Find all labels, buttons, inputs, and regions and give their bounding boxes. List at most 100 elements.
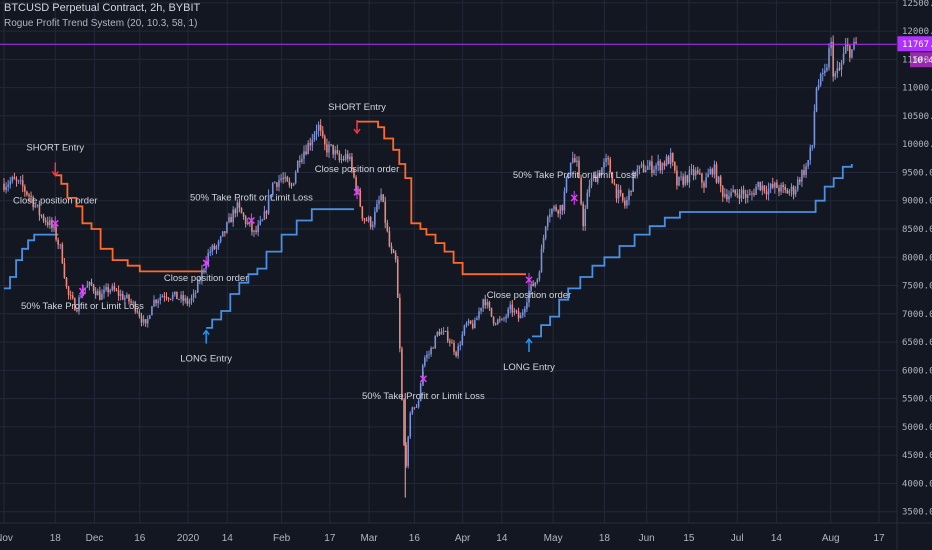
candle-body (626, 200, 628, 206)
y-tick-label: 10500.0 (902, 112, 932, 122)
annotation-take-profit-2: 50% Take Profit or Limit Loss (190, 193, 313, 204)
candle-body (749, 194, 751, 196)
annotation-close-position-2: Close position order (164, 273, 249, 284)
candle-body (240, 207, 243, 214)
candle-body (317, 124, 320, 131)
candle-body (705, 177, 707, 188)
candle-body (542, 237, 545, 249)
candle-body (538, 272, 541, 280)
x-tick-label: Aug (822, 533, 840, 544)
candle-body (792, 186, 795, 195)
candle-body (11, 177, 14, 182)
upper-band-line (55, 174, 207, 273)
candle-body (480, 307, 482, 312)
candle-body (682, 176, 684, 185)
candle-body (290, 185, 293, 186)
last-price-label: 11767.5 (902, 40, 932, 50)
candle-body (701, 173, 703, 183)
candle-body (30, 196, 32, 198)
candle-body (76, 310, 78, 312)
candle-body (9, 181, 12, 185)
candle-body (380, 194, 382, 201)
candle-body (669, 152, 672, 165)
candle-body (753, 193, 755, 195)
candle-body (507, 309, 509, 317)
candle-body (757, 181, 759, 187)
candle-body (365, 219, 368, 221)
candle-body (774, 182, 776, 188)
candle-body (588, 185, 591, 193)
y-tick-label: 3500.0 (902, 508, 932, 518)
candle-body (180, 295, 182, 300)
candle-body (42, 215, 45, 221)
candle-body (299, 160, 301, 162)
candle-body (384, 201, 387, 223)
candle-body (732, 189, 734, 193)
x-tick-label: 15 (683, 533, 695, 544)
candle-body (303, 151, 305, 159)
candle-body (526, 302, 528, 309)
candle-body (321, 130, 324, 137)
candle-body (7, 184, 9, 187)
candle-body (630, 190, 632, 192)
candle-body (561, 205, 564, 211)
candle-body (259, 220, 262, 225)
candle-body (686, 175, 689, 183)
candle-body (117, 290, 120, 296)
candle-body (667, 156, 670, 165)
candle-body (74, 298, 76, 311)
candle-body (451, 342, 453, 344)
candle-body (586, 192, 589, 209)
candle-body (492, 316, 495, 324)
candle-body (838, 68, 841, 70)
candle-body (80, 295, 82, 298)
candle-body (161, 296, 164, 298)
y-tick-label: 9000.0 (902, 197, 932, 207)
candle-body (126, 294, 128, 298)
candle-body (724, 194, 726, 197)
candle-body (40, 215, 43, 217)
candle-body (101, 293, 103, 300)
candle-body (807, 160, 809, 167)
indicator-label[interactable]: Rogue Profit Trend System (20, 10.3, 58,… (4, 18, 197, 29)
candle-body (394, 253, 397, 260)
candle-body (428, 354, 430, 355)
grid (0, 0, 897, 523)
candle-body (655, 165, 657, 170)
candle-body (61, 244, 64, 264)
candle-body (486, 302, 489, 306)
candle-body (846, 44, 849, 46)
candle-body (344, 154, 347, 160)
y-tick-label: 12000.0 (902, 27, 932, 37)
candle-body (636, 168, 639, 176)
candle-body (763, 185, 766, 192)
candle-body (109, 289, 112, 293)
candle-body (99, 291, 101, 300)
candle-body (107, 287, 109, 293)
candle-body (376, 203, 378, 212)
candle-body (651, 161, 653, 173)
candle-body (642, 164, 645, 173)
x-tick-label: Apr (455, 533, 471, 544)
candle-body (67, 286, 70, 295)
y-tick-label: 5000.0 (902, 423, 932, 433)
candle-body (28, 194, 30, 197)
candle-body (640, 164, 643, 166)
candle-body (434, 335, 437, 348)
candle-body (634, 171, 637, 176)
candle-body (17, 180, 20, 182)
candle-body (528, 290, 530, 303)
candle-body (590, 178, 593, 186)
candle-body (834, 73, 837, 77)
candle-body (563, 191, 566, 211)
x-tick-label: Dec (86, 533, 104, 544)
candle-body (15, 179, 18, 181)
candle-body (386, 222, 389, 232)
candle-body (157, 300, 159, 304)
candle-body (146, 318, 149, 324)
candle-body (519, 315, 522, 319)
y-tick-label: 4500.0 (902, 451, 932, 461)
candle-body (346, 154, 349, 159)
